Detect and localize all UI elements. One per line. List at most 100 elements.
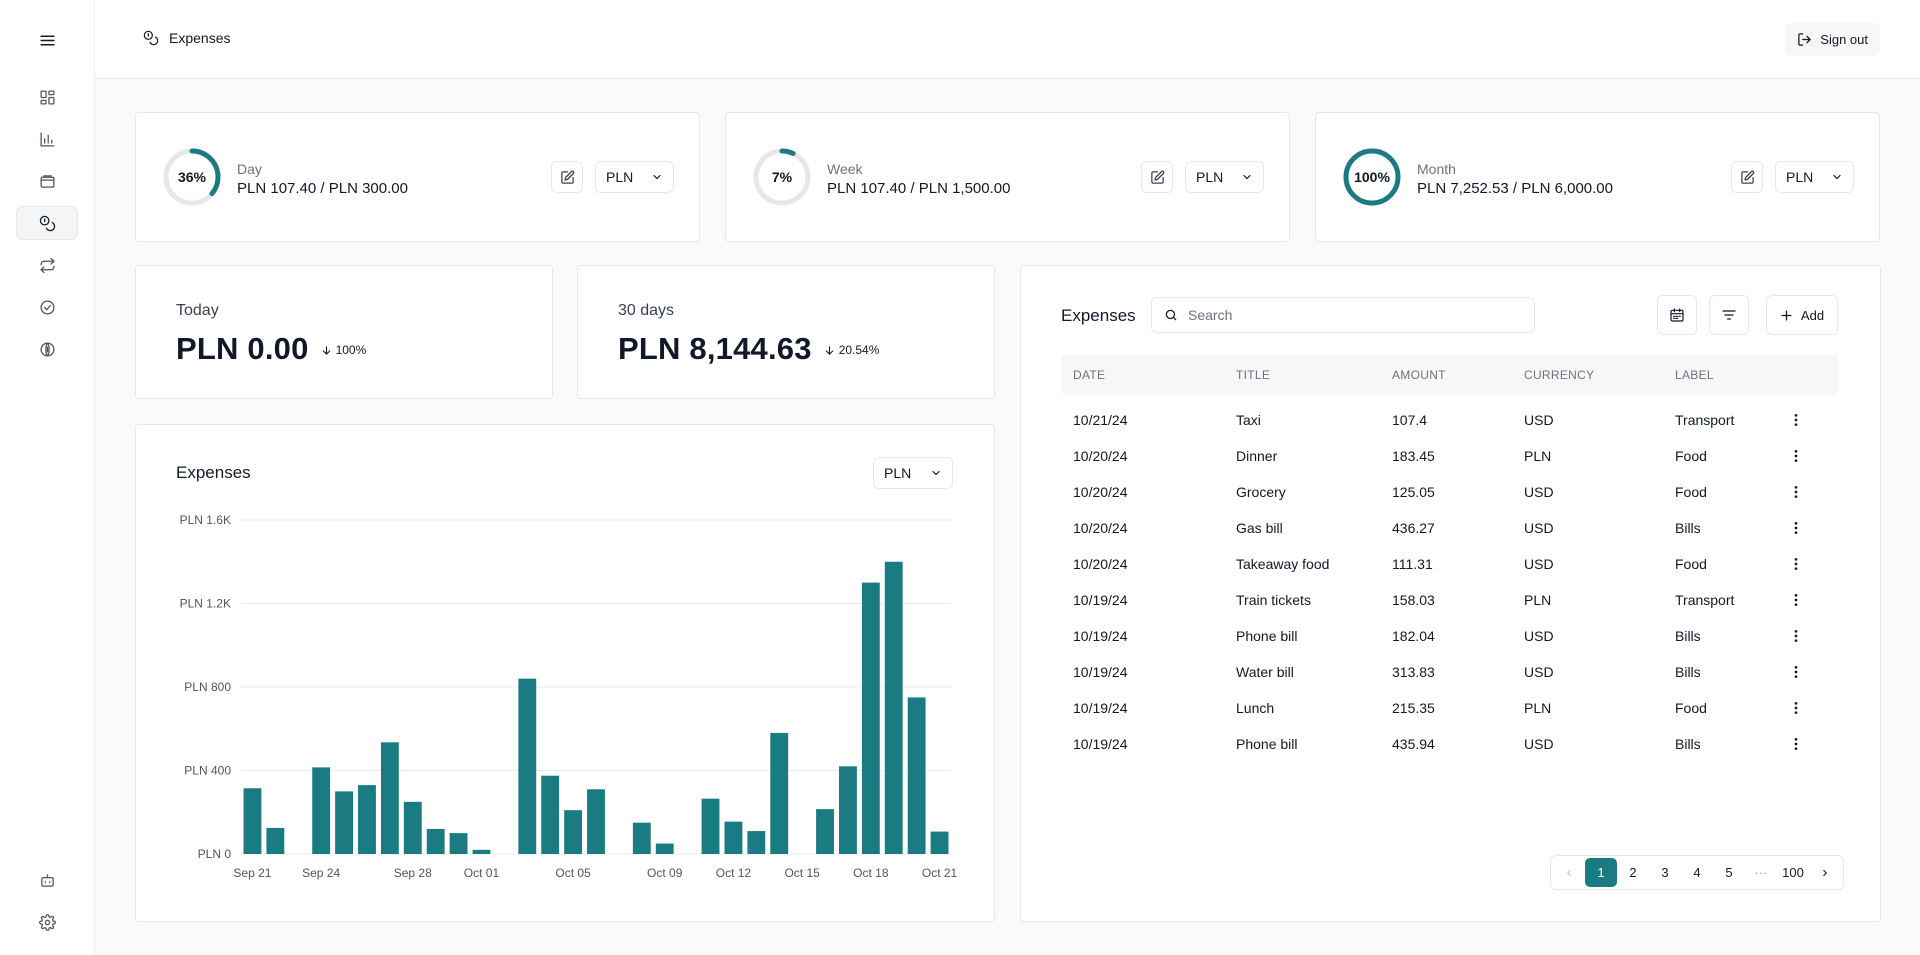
sidebar-item-dashboard[interactable] xyxy=(16,80,78,114)
sign-out-button[interactable]: Sign out xyxy=(1785,23,1880,56)
row-actions-button[interactable] xyxy=(1786,408,1806,432)
table-row[interactable]: 10/19/24 Phone bill 435.94 USD Bills xyxy=(1061,726,1838,762)
cell-currency: USD xyxy=(1524,520,1554,536)
add-expense-button[interactable]: Add xyxy=(1766,295,1838,335)
progress-ring xyxy=(1343,148,1401,206)
bar-oct-03[interactable] xyxy=(518,678,537,854)
column-header-date[interactable]: DATE xyxy=(1073,368,1106,382)
table-row[interactable]: 10/19/24 Lunch 215.35 PLN Food xyxy=(1061,690,1838,726)
row-actions-button[interactable] xyxy=(1786,660,1806,684)
table-row[interactable]: 10/21/24 Taxi 107.4 USD Transport xyxy=(1061,402,1838,438)
page-button-2[interactable]: 2 xyxy=(1629,865,1637,880)
column-header-label[interactable]: LABEL xyxy=(1675,368,1714,382)
more-vertical-icon xyxy=(1794,630,1798,642)
table-row[interactable]: 10/20/24 Gas bill 436.27 USD Bills xyxy=(1061,510,1838,546)
stat-value: PLN 8,144.63 xyxy=(618,331,812,366)
chart-currency-select[interactable]: PLN xyxy=(873,457,953,489)
x-tick-label: Oct 15 xyxy=(784,866,820,880)
x-tick-label: Oct 21 xyxy=(922,866,958,880)
currency-select[interactable]: PLN xyxy=(1775,161,1854,193)
currency-select[interactable]: PLN xyxy=(595,161,674,193)
menu-toggle-button[interactable] xyxy=(22,23,72,57)
filter-button[interactable] xyxy=(1709,295,1749,335)
row-actions-button[interactable] xyxy=(1786,588,1806,612)
sidebar-item-tasks[interactable] xyxy=(16,290,78,324)
add-label: Add xyxy=(1800,307,1825,323)
bar-sep-29[interactable] xyxy=(426,828,445,854)
bar-oct-16[interactable] xyxy=(816,809,834,854)
cell-currency: USD xyxy=(1524,664,1554,680)
search-input[interactable] xyxy=(1188,307,1508,323)
row-actions-button[interactable] xyxy=(1786,696,1806,720)
edit-budget-button[interactable] xyxy=(551,161,583,193)
column-header-amount[interactable]: AMOUNT xyxy=(1392,368,1446,382)
column-header-title[interactable]: TITLE xyxy=(1236,368,1271,382)
bar-oct-09[interactable] xyxy=(655,843,674,854)
sidebar-item-transfers[interactable] xyxy=(16,248,78,282)
bar-oct-05[interactable] xyxy=(564,810,583,854)
bar-oct-01[interactable] xyxy=(472,849,491,854)
table-body: 10/21/24 Taxi 107.4 USD Transport 10/20/24 Din… xyxy=(1061,402,1838,762)
wallet-icon xyxy=(39,174,55,188)
row-actions-button[interactable] xyxy=(1786,444,1806,468)
next-page-button[interactable] xyxy=(1809,858,1841,887)
bar-oct-17[interactable] xyxy=(839,766,857,854)
bar-sep-22[interactable] xyxy=(266,827,285,854)
row-actions-button[interactable] xyxy=(1786,516,1806,540)
y-tick-label: PLN 400 xyxy=(184,764,231,778)
sidebar-item-currencies[interactable] xyxy=(16,332,78,366)
table-row[interactable]: 10/20/24 Takeaway food 111.31 USD Food xyxy=(1061,546,1838,582)
bar-oct-13[interactable] xyxy=(747,831,766,854)
bar-sep-28[interactable] xyxy=(403,801,422,854)
date-filter-button[interactable] xyxy=(1657,295,1697,335)
page-button-last[interactable]: 100 xyxy=(1782,865,1804,880)
app-title: Expenses xyxy=(169,30,231,46)
bar-sep-30[interactable] xyxy=(449,833,468,854)
sidebar-item-settings[interactable] xyxy=(16,905,78,939)
app-brand[interactable]: Expenses xyxy=(143,30,230,46)
bar-oct-08[interactable] xyxy=(632,822,651,854)
previous-page-button[interactable] xyxy=(1553,858,1585,887)
edit-budget-button[interactable] xyxy=(1141,161,1173,193)
cell-amount: 183.45 xyxy=(1392,448,1435,464)
sidebar-item-reports[interactable] xyxy=(16,122,78,156)
row-actions-button[interactable] xyxy=(1786,732,1806,756)
currency-select[interactable]: PLN xyxy=(1185,161,1264,193)
bar-sep-21[interactable] xyxy=(243,788,262,854)
bar-oct-14[interactable] xyxy=(770,732,789,854)
sidebar-item-wallet[interactable] xyxy=(16,164,78,198)
bar-oct-12[interactable] xyxy=(724,821,743,854)
bar-oct-21[interactable] xyxy=(930,831,949,854)
table-row[interactable]: 10/19/24 Train tickets 158.03 PLN Transport xyxy=(1061,582,1838,618)
page-button-1[interactable]: 1 xyxy=(1585,858,1617,887)
table-row[interactable]: 10/20/24 Grocery 125.05 USD Food xyxy=(1061,474,1838,510)
x-tick-label: Sep 24 xyxy=(302,866,340,880)
cell-amount: 215.35 xyxy=(1392,700,1435,716)
sidebar-item-expenses[interactable] xyxy=(16,206,78,240)
row-actions-button[interactable] xyxy=(1786,480,1806,504)
bar-sep-25[interactable] xyxy=(335,791,353,854)
progress-percent: 36% xyxy=(177,169,207,185)
bar-oct-19[interactable] xyxy=(884,561,903,854)
table-row[interactable]: 10/19/24 Phone bill 182.04 USD Bills xyxy=(1061,618,1838,654)
bar-oct-18[interactable] xyxy=(861,582,880,854)
page-button-4[interactable]: 4 xyxy=(1693,865,1701,880)
table-row[interactable]: 10/19/24 Water bill 313.83 USD Bills xyxy=(1061,654,1838,690)
cell-amount: 182.04 xyxy=(1392,628,1435,644)
bar-oct-11[interactable] xyxy=(701,798,720,854)
edit-budget-button[interactable] xyxy=(1731,161,1763,193)
bar-sep-27[interactable] xyxy=(380,742,399,854)
page-button-5[interactable]: 5 xyxy=(1725,865,1733,880)
bar-oct-06[interactable] xyxy=(587,789,605,854)
row-actions-button[interactable] xyxy=(1786,624,1806,648)
bar-oct-04[interactable] xyxy=(541,775,560,854)
sidebar-item-assistant[interactable] xyxy=(16,863,78,897)
column-header-currency[interactable]: CURRENCY xyxy=(1524,368,1595,382)
bar-oct-20[interactable] xyxy=(907,697,926,854)
bar-sep-24[interactable] xyxy=(312,767,331,854)
more-vertical-icon xyxy=(1794,522,1798,534)
row-actions-button[interactable] xyxy=(1786,552,1806,576)
table-row[interactable]: 10/20/24 Dinner 183.45 PLN Food xyxy=(1061,438,1838,474)
page-button-3[interactable]: 3 xyxy=(1661,865,1669,880)
bar-sep-26[interactable] xyxy=(358,785,376,854)
